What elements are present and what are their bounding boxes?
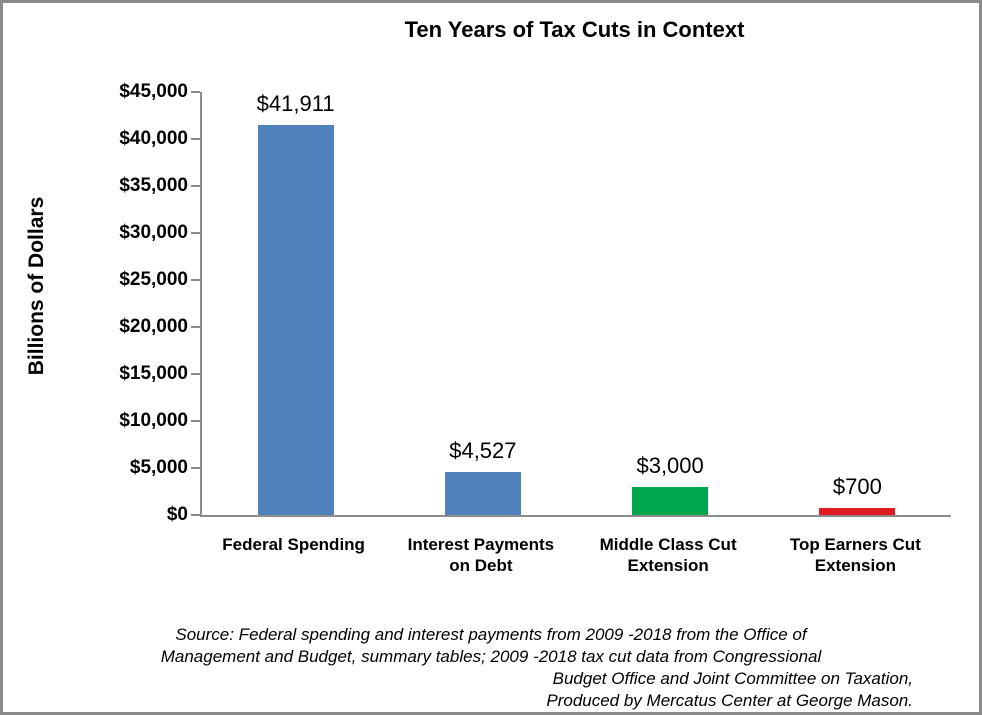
plot-area: $0 $5,000 $10,000 $15,000 $20,000 $25,000 $30,… — [119, 81, 951, 525]
source-line: Budget Office and Joint Committee on Tax… — [552, 669, 913, 688]
y-tick-mark — [191, 185, 200, 187]
category-label: Interest Payments on Debt — [407, 535, 555, 575]
source-line: Produced by Mercatus Center at George Ma… — [546, 691, 913, 710]
category-label: Top Earners Cut Extension — [789, 535, 921, 575]
bar-value-label: $700 — [832, 474, 882, 500]
y-tick-label: $30,000 — [119, 222, 188, 244]
y-tick-mark — [191, 420, 200, 423]
y-tick-label: $15,000 — [119, 363, 188, 385]
category-label: Federal Spending — [222, 535, 365, 554]
y-axis-title: Billions of Dollars — [25, 196, 48, 376]
y-tick-label: $25,000 — [119, 269, 188, 290]
bar — [819, 508, 896, 515]
y-tick-label: $45,000 — [119, 81, 188, 102]
y-tick-label: $5,000 — [129, 457, 188, 478]
y-tick-mark — [191, 138, 200, 141]
y-tick-mark — [191, 373, 200, 376]
source-line: Source: Federal spending and interest pa… — [175, 625, 807, 644]
x-axis-labels: Federal Spending Interest Payments on Deb… — [200, 534, 949, 576]
y-tick-label: $0 — [166, 504, 188, 525]
bar-group: $41,911 — [202, 92, 389, 515]
y-tick-mark — [191, 326, 200, 329]
bar-group: $700 — [764, 92, 951, 515]
bar-group: $4,527 — [389, 92, 576, 515]
source-line: Management and Budget, summary tables; 2… — [160, 647, 822, 666]
y-tick-mark — [191, 467, 200, 470]
bars-container: $41,911 $4,527 $3,000 $700 — [202, 92, 951, 515]
y-axis-ticks: $0 $5,000 $10,000 $15,000 $20,000 $25,000 $30,… — [119, 81, 951, 525]
category-label: Middle Class Cut Extension — [599, 535, 737, 575]
bar — [444, 472, 521, 515]
bar — [632, 486, 709, 515]
y-tick-label: $40,000 — [119, 128, 188, 149]
y-tick-mark — [191, 514, 200, 516]
y-tick-mark — [191, 91, 200, 93]
source-note: Source: Federal spending and interest pa… — [3, 624, 979, 712]
bar-value-label: $3,000 — [636, 452, 704, 478]
y-tick-label: $35,000 — [119, 175, 188, 196]
bar — [257, 125, 334, 515]
y-tick-label: $20,000 — [119, 316, 188, 337]
y-tick-mark — [191, 232, 200, 235]
bar-value-label: $4,527 — [449, 438, 517, 464]
bar-group: $3,000 — [577, 92, 764, 515]
y-tick-mark — [191, 279, 200, 281]
chart-title: Ten Years of Tax Cuts in Context — [404, 17, 745, 42]
bar-value-label: $41,911 — [256, 91, 335, 116]
y-tick-label: $10,000 — [119, 410, 188, 431]
